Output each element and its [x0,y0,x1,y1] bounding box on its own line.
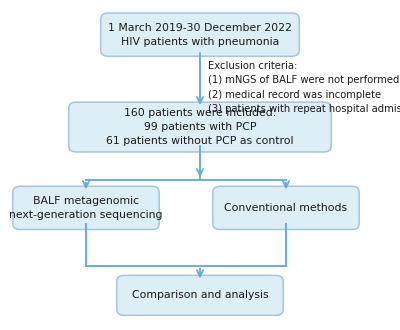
FancyBboxPatch shape [213,186,359,230]
FancyBboxPatch shape [69,102,331,152]
FancyBboxPatch shape [101,13,299,56]
Text: Exclusion criteria:
(1) mNGS of BALF were not performed
(2) medical record was i: Exclusion criteria: (1) mNGS of BALF wer… [208,61,400,114]
Text: Conventional methods: Conventional methods [224,203,348,213]
Text: 160 patients were included:
99 patients with PCP
61 patients without PCP as cont: 160 patients were included: 99 patients … [106,108,294,146]
Text: 1 March 2019-30 December 2022
HIV patients with pneumonia: 1 March 2019-30 December 2022 HIV patien… [108,23,292,47]
Text: Comparison and analysis: Comparison and analysis [132,290,268,300]
Text: BALF metagenomic
next-generation sequencing: BALF metagenomic next-generation sequenc… [9,196,163,220]
FancyBboxPatch shape [117,275,283,315]
FancyBboxPatch shape [13,186,159,230]
